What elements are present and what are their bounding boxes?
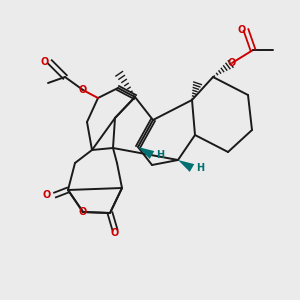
- Text: O: O: [43, 190, 51, 200]
- Text: H: H: [156, 150, 164, 160]
- Text: O: O: [79, 207, 87, 217]
- Text: H: H: [196, 163, 204, 173]
- Polygon shape: [138, 147, 154, 159]
- Text: O: O: [238, 25, 246, 35]
- Text: O: O: [79, 85, 87, 95]
- Text: O: O: [228, 58, 236, 68]
- Text: O: O: [41, 57, 49, 67]
- Polygon shape: [178, 160, 194, 172]
- Text: O: O: [111, 228, 119, 238]
